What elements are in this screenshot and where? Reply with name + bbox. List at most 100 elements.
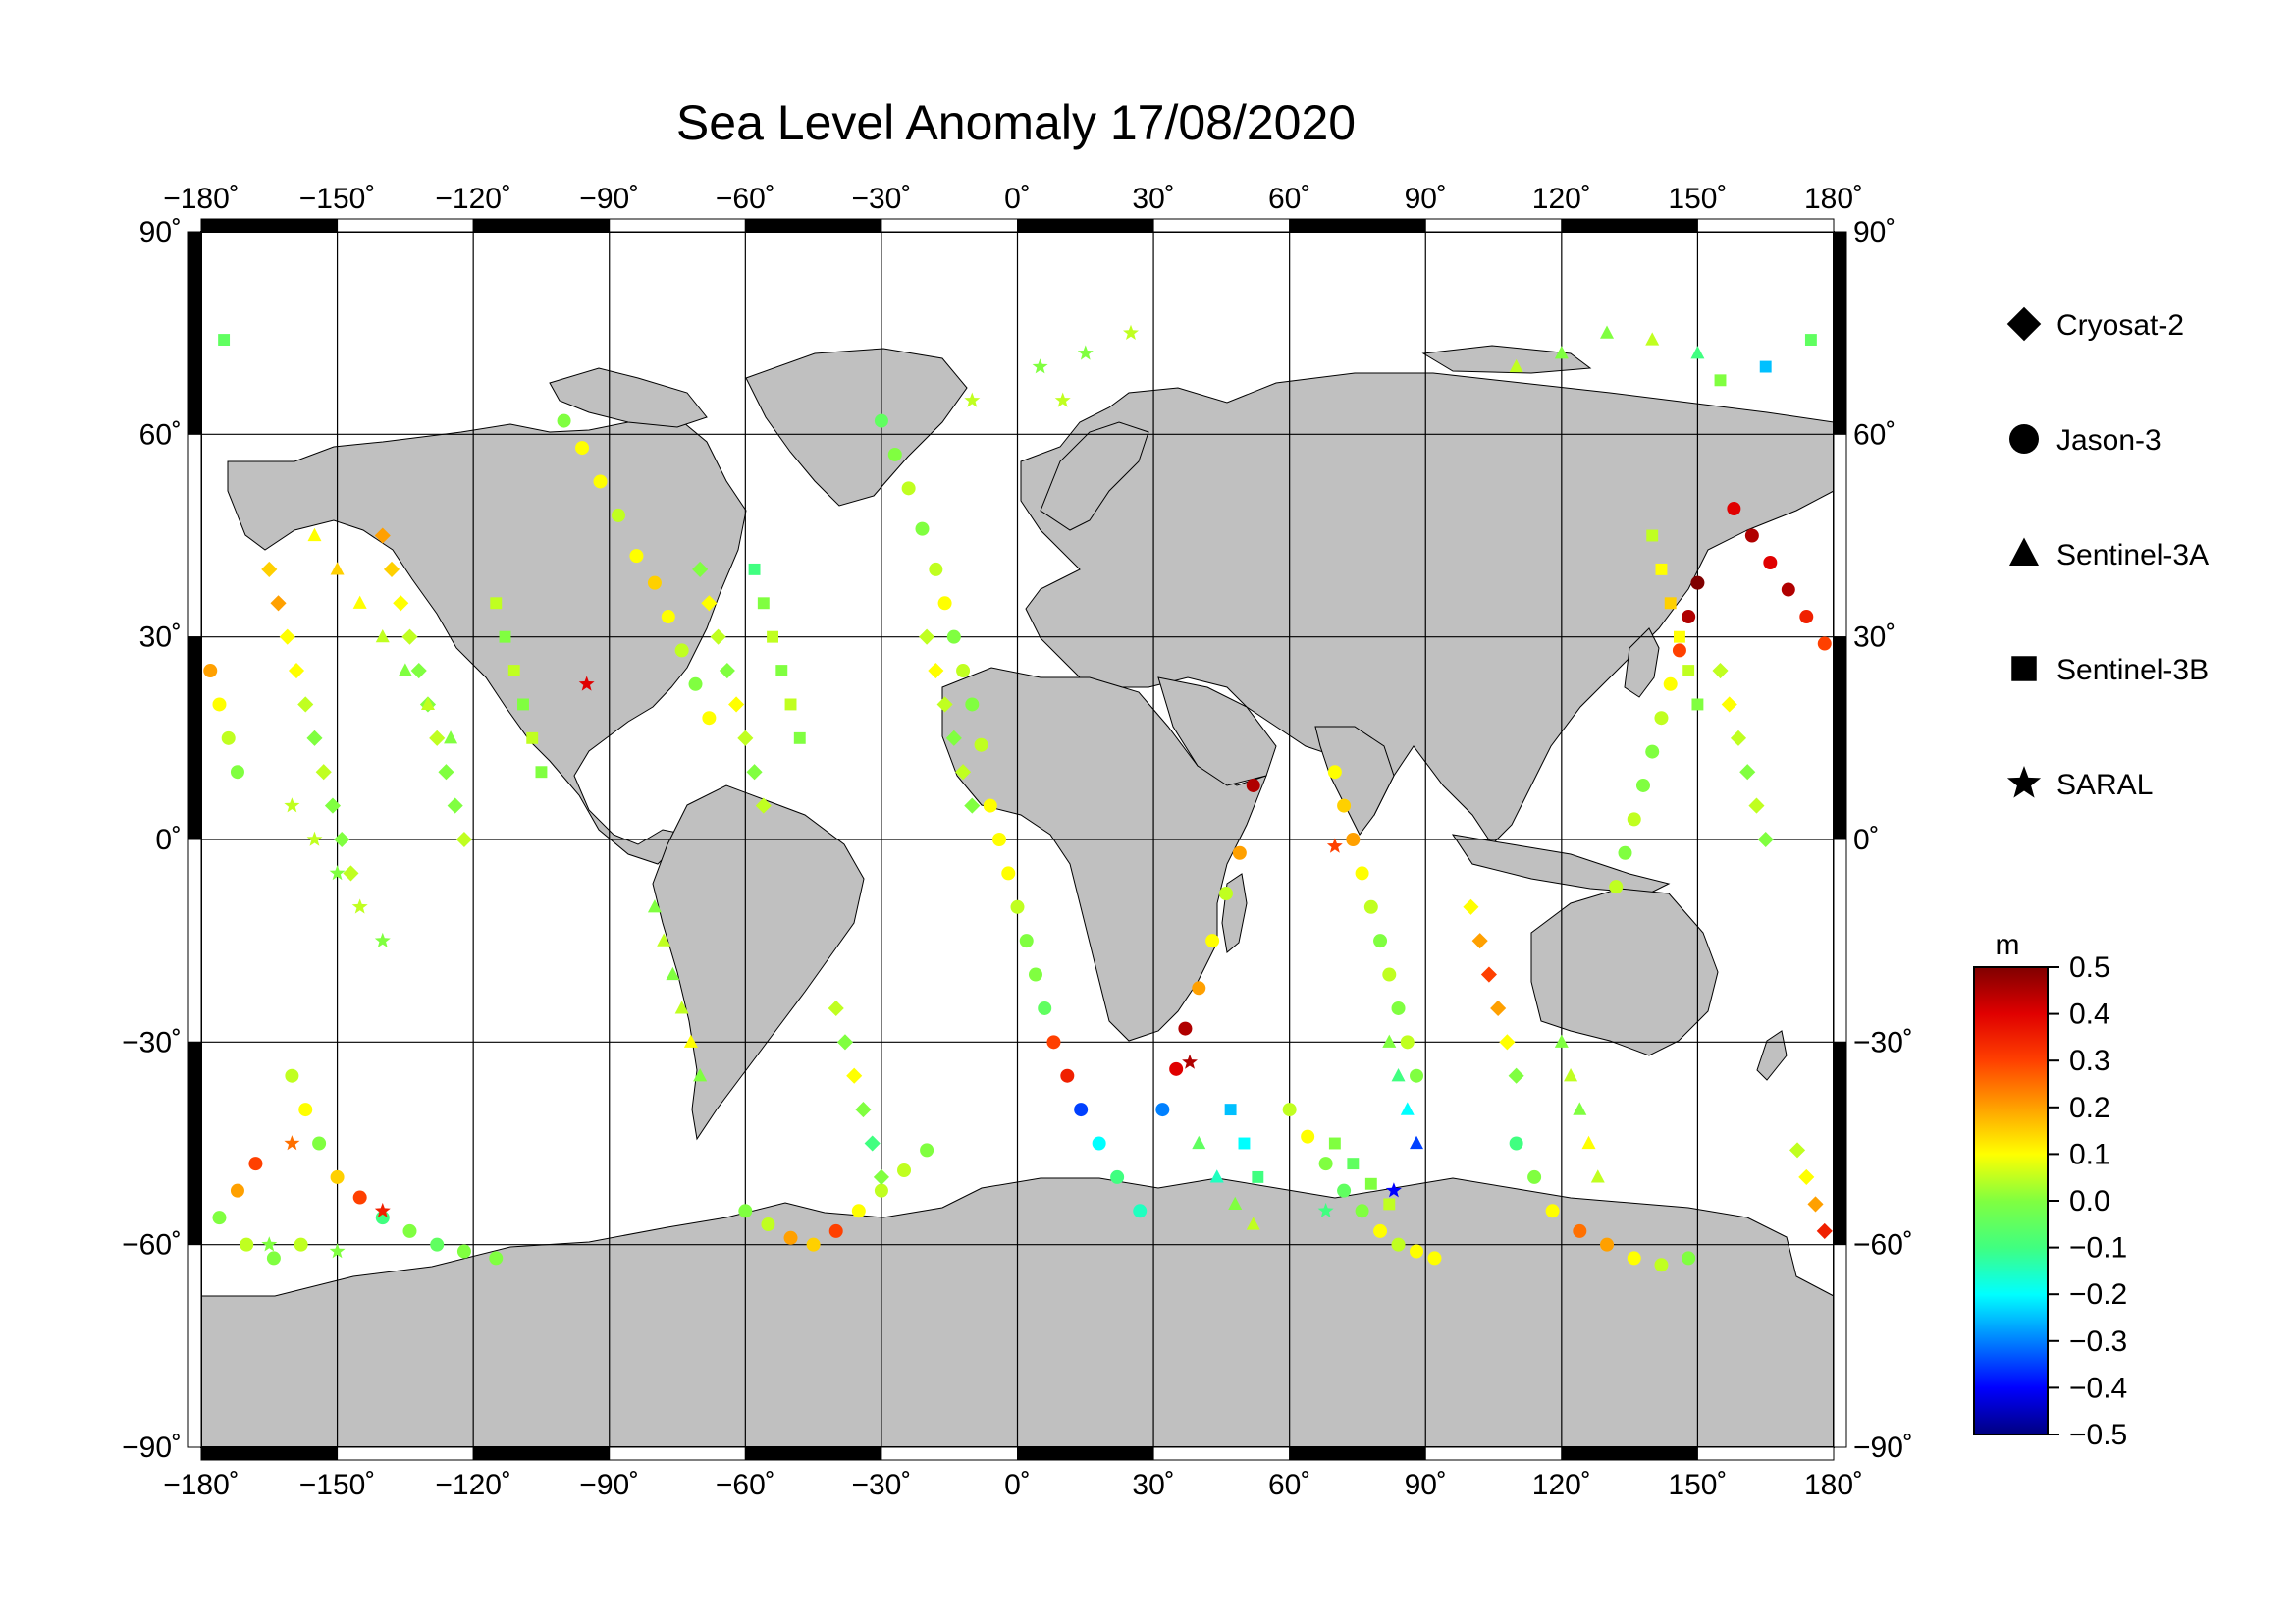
data-point-star [1123, 324, 1139, 340]
data-point-triangle [1391, 1068, 1406, 1082]
frame-bar-top [337, 218, 474, 233]
data-point-circle [1654, 1258, 1669, 1272]
data-point-triangle [647, 899, 662, 913]
data-point-circle [557, 413, 571, 428]
colorbar: m 0.5 0.4 0.3 0.2 0.1 0.0 −0.1 −0.2 −0.3 −0.4 −0.5 [1973, 929, 2127, 1451]
x-tick-label-top: 120˚ [1532, 183, 1591, 215]
frame-bar-top [744, 218, 882, 233]
legend: Cryosat-2 Jason-3 Sentinel-3A Sentinel-3B SA… [2006, 306, 2209, 801]
data-point-circle [1781, 582, 1795, 597]
data-point-circle [294, 1237, 308, 1252]
data-point-circle [1282, 1103, 1297, 1117]
data-point-circle [1763, 556, 1778, 570]
data-point-diamond [306, 730, 323, 746]
data-point-circle [738, 1204, 753, 1218]
frame-bar-bottom [200, 1446, 339, 1461]
data-point-square [218, 334, 231, 346]
data-point-circle [1410, 1068, 1424, 1083]
data-point-circle [1609, 880, 1624, 894]
land-japan [1624, 627, 1660, 698]
frame-bar-bottom [744, 1446, 882, 1461]
y-tick-label-left: 0˚ [155, 824, 182, 856]
data-point-square [507, 665, 520, 677]
data-point-star [306, 831, 323, 846]
frame-bar-bottom [881, 1446, 1019, 1461]
land-indonesia [1451, 834, 1671, 894]
world-map: −180˚ −180˚ −150˚ −150˚ −120˚ −120˚ −90˚ −90˚ −6… [122, 183, 1913, 1501]
frame-bar-right [1833, 231, 1847, 435]
y-tick-label-right: −90˚ [1853, 1432, 1913, 1464]
data-point-circle [929, 562, 943, 576]
x-tick-label-top: −180˚ [163, 183, 240, 215]
y-tick-label-left: −30˚ [122, 1026, 182, 1058]
frame-bar-top [1289, 218, 1426, 233]
data-point-triangle [1410, 1135, 1424, 1150]
data-point-circle [212, 697, 227, 712]
data-point-circle [1744, 528, 1759, 543]
legend-marker-triangle [2009, 537, 2039, 566]
data-point-circle [212, 1211, 227, 1225]
data-point-diamond [429, 730, 446, 746]
data-point-triangle [1228, 1196, 1243, 1210]
data-point-circle [688, 676, 703, 691]
data-point-triangle [666, 966, 680, 981]
data-point-square [526, 731, 539, 744]
data-point-diamond [261, 561, 278, 577]
data-point-circle [1205, 934, 1220, 948]
data-point-circle [1509, 1136, 1523, 1151]
data-point-triangle [693, 1068, 708, 1082]
data-point-circle [1010, 899, 1025, 914]
data-point-circle [887, 447, 902, 461]
data-point-circle [1635, 778, 1650, 792]
data-point-circle [1799, 610, 1814, 624]
data-point-circle [956, 664, 971, 678]
x-tick-label-top: −150˚ [299, 183, 376, 215]
data-point-circle [248, 1157, 263, 1171]
data-point-circle [1346, 833, 1361, 846]
data-point-circle [897, 1163, 912, 1178]
data-point-triangle [1209, 1169, 1224, 1183]
data-point-square [1664, 597, 1677, 610]
data-point-circle [1060, 1068, 1075, 1083]
frame-bar-bottom [1424, 1446, 1563, 1461]
legend-marker-diamond [2006, 306, 2042, 342]
y-tick-label-left: 60˚ [139, 418, 182, 451]
data-point-circle [1028, 967, 1042, 982]
data-point-circle [901, 481, 916, 496]
x-tick-label-top: −30˚ [851, 183, 911, 215]
data-point-diamond [343, 865, 359, 882]
data-point-circle [851, 1204, 866, 1218]
y-tick-label-left: 90˚ [139, 216, 182, 248]
data-point-diamond [836, 1034, 854, 1051]
data-point-diamond [1499, 1034, 1516, 1051]
y-tick-label-left: −90˚ [122, 1432, 182, 1464]
land-scandinavia [1040, 421, 1149, 531]
data-point-triangle [307, 527, 322, 542]
data-point-triangle [1382, 1034, 1397, 1048]
legend-label: Sentinel-3B [2056, 654, 2209, 686]
data-point-diamond [1480, 966, 1497, 983]
data-point-circle [874, 413, 888, 428]
data-point-diamond [719, 663, 735, 679]
data-point-circle [430, 1237, 445, 1252]
data-point-diamond [334, 831, 350, 848]
data-point-triangle [1564, 1068, 1578, 1082]
frame-bar-bottom [472, 1446, 611, 1461]
data-point-diamond [438, 764, 454, 781]
data-point-star [284, 797, 300, 813]
data-point-circle [1074, 1103, 1089, 1117]
data-point-diamond [1748, 797, 1765, 814]
data-point-circle [593, 474, 608, 489]
data-point-diamond [692, 561, 709, 577]
data-point-circle [1092, 1136, 1106, 1151]
frame-bar-right [1833, 433, 1847, 638]
data-point-star [964, 392, 981, 407]
data-point-diamond [279, 628, 295, 645]
frame-bar-top [1561, 218, 1698, 233]
data-point-square [1682, 665, 1695, 677]
x-tick-label-top: −90˚ [579, 183, 639, 215]
legend-label: Jason-3 [2056, 424, 2162, 457]
x-tick-label-bottom: −90˚ [579, 1469, 639, 1501]
data-point-diamond [1807, 1196, 1824, 1213]
data-point-circle [230, 1183, 244, 1198]
